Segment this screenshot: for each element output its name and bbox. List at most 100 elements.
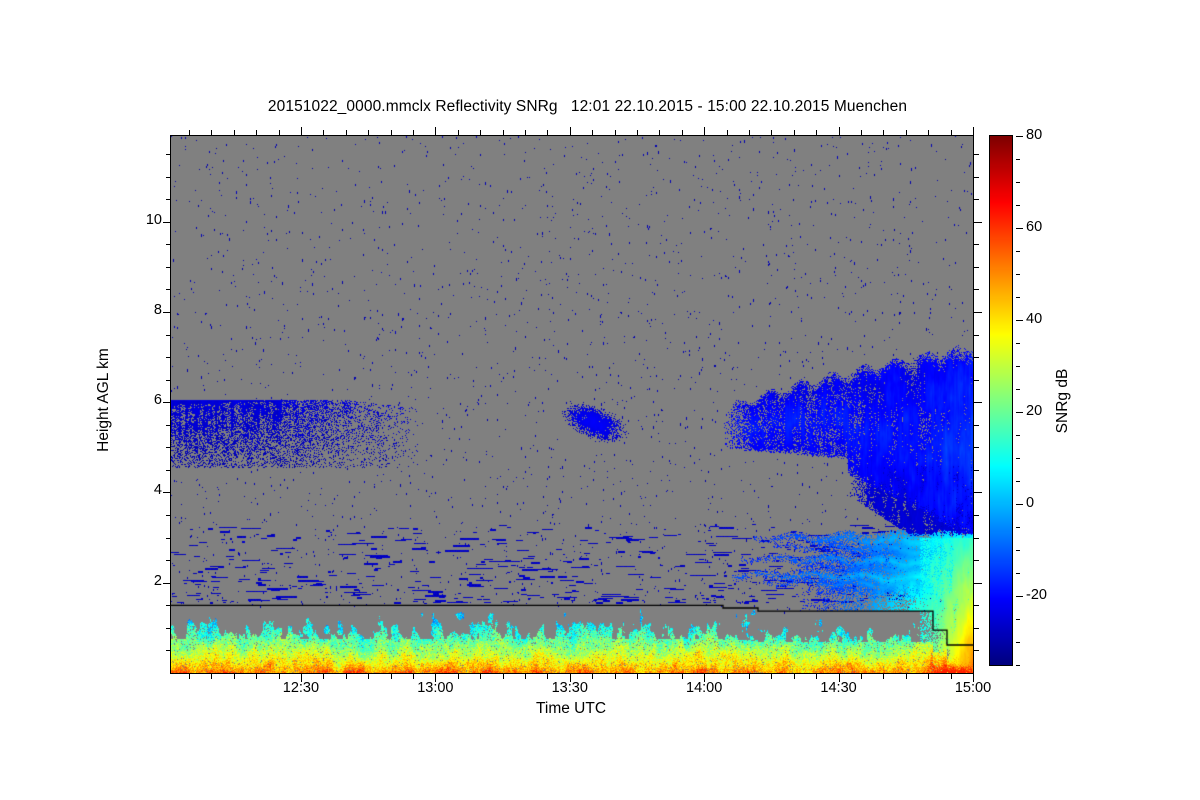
x-tick <box>278 674 280 679</box>
y-tick-label: 6 <box>153 392 162 409</box>
x-tick-top <box>368 130 370 135</box>
y-tick-right <box>974 221 982 223</box>
x-tick-top <box>502 130 504 135</box>
y-tick-right <box>974 402 982 404</box>
x-tick-top <box>838 127 840 135</box>
x-tick <box>502 674 504 679</box>
x-tick-top <box>928 130 930 135</box>
colorbar-tick-label: 0 <box>1026 495 1035 511</box>
x-tick <box>211 674 213 679</box>
x-tick-top <box>524 130 526 135</box>
x-tick <box>659 674 661 679</box>
y-tick <box>166 176 171 178</box>
x-tick-label: 13:30 <box>551 680 588 696</box>
page-title: 20151022_0000.mmclx Reflectivity SNRg 12… <box>267 98 908 115</box>
x-tick <box>524 674 526 679</box>
y-tick <box>166 627 171 629</box>
x-tick-label: 15:00 <box>954 680 992 696</box>
colorbar-tick <box>1016 251 1020 252</box>
x-tick-top <box>793 130 795 135</box>
x-tick <box>300 674 302 682</box>
colorbar-tick <box>1016 458 1020 459</box>
x-axis-label: Time UTC <box>535 700 607 717</box>
x-tick-top <box>726 130 728 135</box>
x-tick-top <box>636 130 638 135</box>
y-tick <box>166 447 171 449</box>
colorbar-tick <box>1016 481 1020 482</box>
y-tick <box>166 650 171 652</box>
y-tick-right <box>974 560 979 562</box>
x-tick <box>569 674 571 682</box>
x-tick <box>390 674 392 679</box>
y-tick-right <box>974 605 979 607</box>
y-tick <box>166 199 171 201</box>
x-tick-label: 12:30 <box>282 680 320 696</box>
y-tick <box>163 311 171 313</box>
x-tick-top <box>323 130 325 135</box>
x-tick-top <box>188 130 190 135</box>
y-tick-right <box>974 154 979 156</box>
y-tick-right <box>974 199 979 201</box>
x-tick-top <box>771 130 773 135</box>
colorbar-tick <box>1016 274 1020 275</box>
y-tick-label: 10 <box>145 211 162 228</box>
y-tick <box>166 469 171 471</box>
x-tick <box>704 674 706 682</box>
y-tick-right <box>974 244 979 246</box>
y-tick-right <box>974 537 979 539</box>
x-tick-top <box>905 130 907 135</box>
x-tick-top <box>412 130 414 135</box>
y-tick-right <box>974 311 982 313</box>
x-tick <box>592 674 594 679</box>
heatmap-canvas <box>171 136 973 673</box>
x-tick-top <box>569 127 571 135</box>
y-tick <box>163 402 171 404</box>
y-tick <box>166 154 171 156</box>
x-tick <box>928 674 930 679</box>
colorbar-tick <box>1016 550 1020 551</box>
y-tick <box>166 424 171 426</box>
y-axis-label-holder: Height AGL km <box>95 0 114 800</box>
x-tick-top <box>345 130 347 135</box>
y-tick <box>166 244 171 246</box>
colorbar-tick <box>1016 665 1020 666</box>
y-tick-label: 2 <box>153 572 162 589</box>
x-tick-top <box>480 130 482 135</box>
colorbar-tick <box>1016 412 1023 413</box>
colorbar-tick-label: 20 <box>1026 403 1043 419</box>
y-tick <box>166 357 171 359</box>
y-tick <box>166 289 171 291</box>
colorbar-tick <box>1016 205 1020 206</box>
y-tick-right <box>974 176 979 178</box>
x-tick <box>816 674 818 679</box>
x-tick <box>860 674 862 679</box>
y-tick <box>166 266 171 268</box>
y-tick-right <box>974 334 979 336</box>
y-tick-right <box>974 379 979 381</box>
x-tick-top <box>547 130 549 135</box>
colorbar-tick-label: -20 <box>1026 587 1047 603</box>
y-tick <box>166 605 171 607</box>
x-tick <box>748 674 750 679</box>
x-tick <box>188 674 190 679</box>
x-tick <box>457 674 459 679</box>
y-tick-right <box>974 492 982 494</box>
colorbar-tick <box>1016 228 1023 229</box>
colorbar-tick <box>1016 573 1020 574</box>
y-tick-right <box>974 289 979 291</box>
colorbar-tick <box>1016 527 1020 528</box>
colorbar-tick <box>1016 619 1020 620</box>
y-tick-right <box>974 627 979 629</box>
x-tick-label: 14:00 <box>686 680 723 696</box>
x-tick-top <box>435 127 437 135</box>
x-tick <box>368 674 370 679</box>
x-tick-top <box>278 130 280 135</box>
x-tick-top <box>659 130 661 135</box>
x-tick-top <box>256 130 258 135</box>
y-tick-right <box>974 424 979 426</box>
x-tick-top <box>816 130 818 135</box>
colorbar-tick <box>1016 504 1023 505</box>
x-tick <box>435 674 437 682</box>
x-tick <box>950 674 952 679</box>
colorbar-tick <box>1016 320 1023 321</box>
